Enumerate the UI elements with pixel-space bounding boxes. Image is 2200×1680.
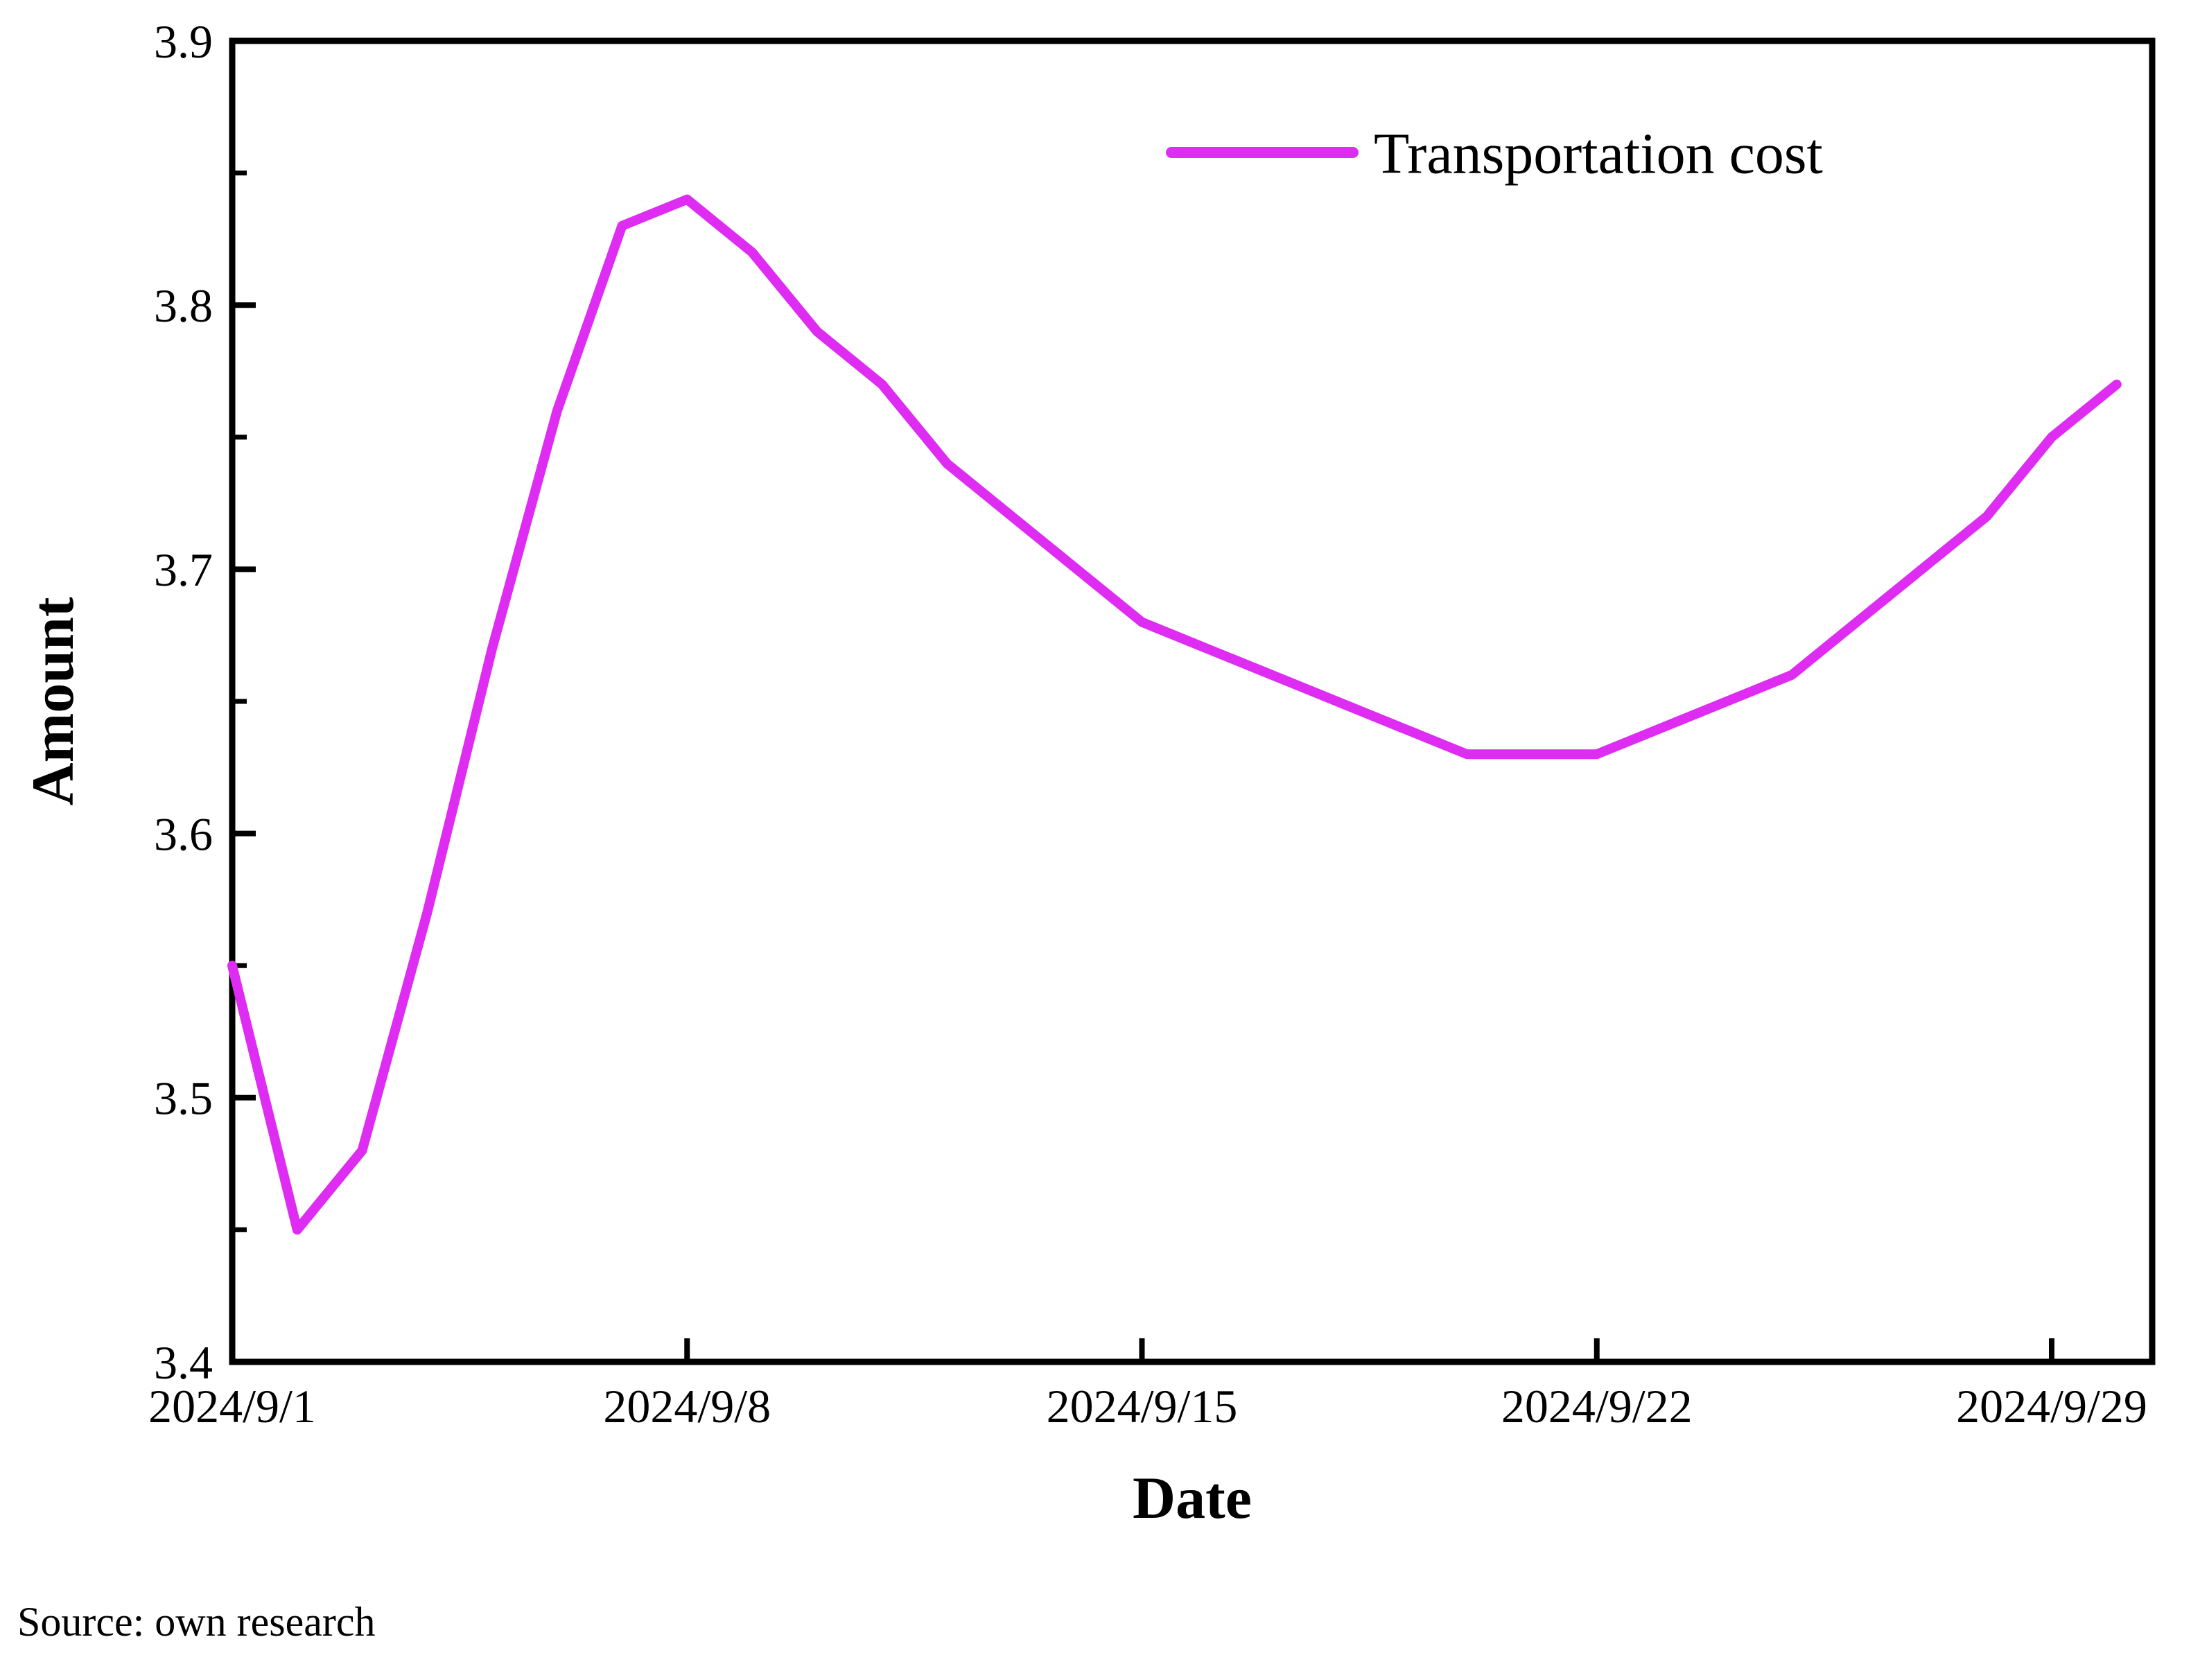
legend: Transportation cost bbox=[1166, 121, 1823, 186]
x-tick-label: 2024/9/8 bbox=[603, 1380, 771, 1433]
y-tick-label: 3.6 bbox=[154, 807, 213, 860]
legend-label: Transportation cost bbox=[1374, 121, 1823, 186]
x-tick-label: 2024/9/15 bbox=[1047, 1380, 1238, 1433]
y-axis-major-ticks bbox=[232, 38, 256, 1365]
source-note: Source: own research bbox=[17, 1599, 375, 1645]
x-axis-title: Date bbox=[1133, 1464, 1252, 1531]
x-tick-label: 2024/9/29 bbox=[1956, 1380, 2147, 1433]
plot-border bbox=[229, 37, 2156, 1365]
y-axis-title: Amount bbox=[19, 597, 86, 805]
y-axis-tick-labels: 3.9 3.8 3.7 3.6 3.5 3.4 bbox=[154, 15, 213, 1389]
y-tick-label: 3.7 bbox=[154, 543, 213, 596]
y-tick-label: 3.4 bbox=[154, 1336, 213, 1389]
x-tick-label: 2024/9/22 bbox=[1501, 1380, 1693, 1433]
x-tick-label: 2024/9/1 bbox=[148, 1380, 316, 1433]
x-axis-tick-labels: 2024/9/1 2024/9/8 2024/9/15 2024/9/22 2024/9… bbox=[148, 1380, 2147, 1433]
x-axis-ticks bbox=[229, 1338, 2054, 1362]
y-tick-label: 3.8 bbox=[154, 279, 213, 332]
y-tick-label: 3.9 bbox=[154, 15, 213, 68]
transportation-cost-line bbox=[227, 194, 2122, 1235]
y-tick-label: 3.5 bbox=[154, 1072, 213, 1125]
